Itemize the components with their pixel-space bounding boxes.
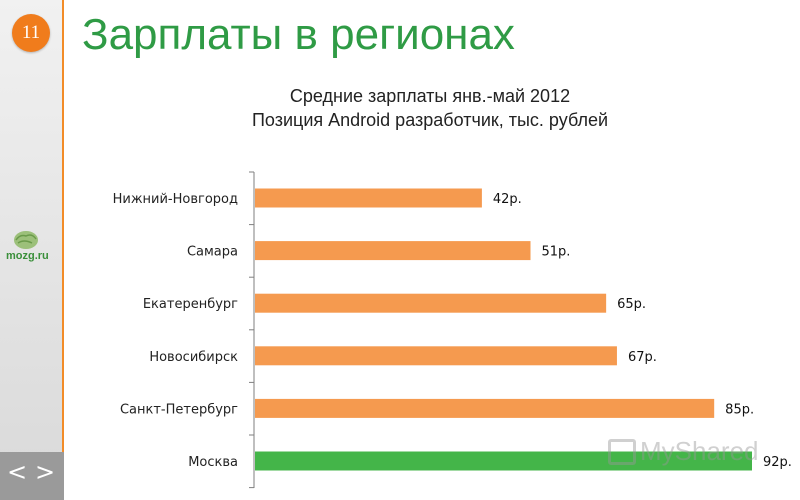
category-label: Екатеренбург	[143, 297, 238, 312]
data-label: 67р.	[628, 350, 657, 365]
data-label: 42р.	[493, 192, 522, 207]
bar	[255, 346, 617, 366]
logo-text: mozg.ru	[6, 250, 49, 262]
chart-title: Средние зарплаты янв.-май 2012	[289, 86, 571, 106]
data-label: 92р.	[763, 455, 792, 470]
data-label: 51р.	[542, 245, 571, 260]
category-label: Нижний-Новгород	[113, 192, 238, 207]
bar	[255, 293, 607, 313]
presentation-icon	[608, 438, 636, 465]
next-slide-icon[interactable]: >	[34, 458, 56, 486]
watermark-text: MyShared	[640, 436, 759, 466]
data-label: 65р.	[617, 297, 646, 312]
bar	[255, 451, 752, 471]
slide-sidebar: 11 mozg.ru < >	[0, 0, 64, 500]
watermark: MyShared	[608, 436, 759, 467]
category-label: Москва	[188, 455, 238, 470]
bar	[255, 241, 531, 261]
category-label: Самара	[187, 245, 238, 260]
chart-subtitle: Позиция Android разработчик, тыс. рублей	[251, 110, 609, 130]
nav-bar	[0, 452, 64, 500]
category-label: Новосибирск	[149, 350, 238, 365]
category-label: Санкт-Петербург	[120, 402, 238, 417]
bar	[255, 398, 715, 418]
page-title: Зарплаты в регионах	[82, 10, 515, 59]
slide-number-badge: 11	[12, 14, 50, 52]
brain-logo-icon	[14, 231, 38, 249]
data-label: 85р.	[725, 402, 754, 417]
bar	[255, 188, 482, 208]
chart-title-block: Средние зарплаты янв.-май 2012 Позиция A…	[170, 84, 690, 132]
previous-slide-icon[interactable]: <	[6, 458, 28, 486]
